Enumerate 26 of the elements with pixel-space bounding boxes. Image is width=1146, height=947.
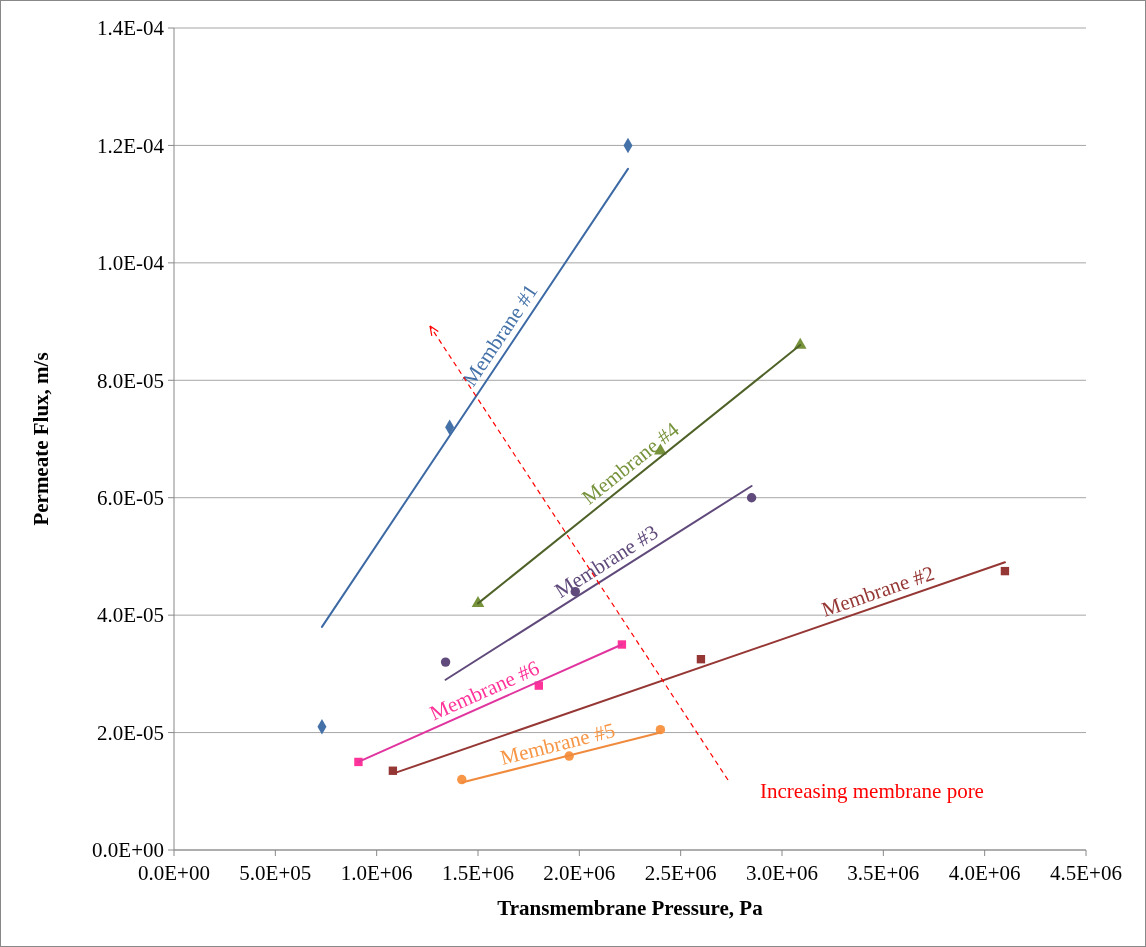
point — [440, 657, 451, 667]
annotation: Increasing membrane pore — [760, 779, 984, 803]
x-tick-label: 4.0E+06 — [948, 861, 1021, 885]
x-tick-label: 3.0E+06 — [746, 861, 818, 885]
y-tick-label: 2.0E-05 — [96, 720, 164, 745]
y-tick-label: 1.4E-04 — [96, 16, 165, 41]
x-tick-label: 1.0E+06 — [340, 861, 413, 885]
x-axis-title: Transmembrane Pressure, Pa — [497, 896, 764, 920]
point — [696, 655, 706, 664]
y-tick-label: 1.2E-04 — [96, 133, 165, 158]
x-tick-label: 5.0E+05 — [239, 861, 312, 885]
y-tick-label: 0.0E+00 — [92, 838, 164, 863]
y-axis-title: Permeate Flux, m/s — [29, 352, 53, 526]
x-tick-label: 3.5E+06 — [847, 861, 920, 885]
x-tick-label: 2.5E+06 — [644, 861, 717, 885]
y-tick-label: 1.0E-04 — [96, 251, 165, 276]
point — [1000, 566, 1010, 576]
x-tick-label: 4.5E+06 — [1050, 861, 1122, 885]
y-tick-label: 8.0E-05 — [96, 368, 164, 393]
x-tick-label: 2.0E+06 — [543, 861, 616, 885]
text: Membrane #5 — [497, 718, 618, 770]
y-tick-label: 6.0E-05 — [96, 486, 164, 511]
point — [746, 493, 757, 503]
x-tick-label: 1.5E+06 — [442, 861, 514, 885]
x-tick-label: 0.0E+00 — [138, 861, 210, 885]
y-tick-label: 4.0E-05 — [96, 603, 164, 628]
